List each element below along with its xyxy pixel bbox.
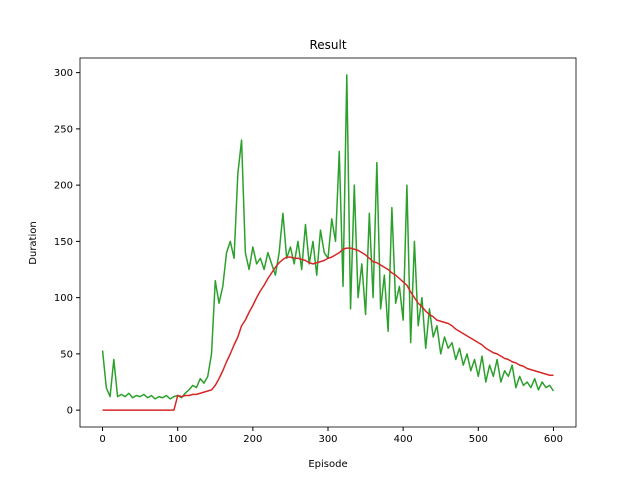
plot-frame — [79, 57, 577, 428]
x-tick-label: 100 — [168, 434, 187, 445]
y-axis-label: Duration — [28, 221, 39, 264]
chart-title: Result — [309, 38, 346, 52]
x-tick-label: 300 — [318, 434, 337, 445]
x-tick-label: 400 — [394, 434, 413, 445]
x-axis-label: Episode — [308, 459, 347, 470]
x-tick-label: 200 — [243, 434, 262, 445]
x-tick-label: 0 — [99, 434, 105, 445]
x-tick-label: 600 — [544, 434, 563, 445]
y-tick-label: 100 — [54, 293, 73, 304]
y-tick-label: 0 — [67, 406, 73, 417]
y-tick-label: 200 — [54, 181, 73, 192]
y-tick-label: 150 — [54, 237, 73, 248]
y-tick-label: 300 — [54, 68, 73, 79]
y-tick-label: 250 — [54, 124, 73, 135]
x-tick-label: 500 — [469, 434, 488, 445]
series-line — [102, 247, 554, 411]
y-tick-label: 50 — [60, 349, 73, 360]
series-line — [101, 74, 555, 400]
